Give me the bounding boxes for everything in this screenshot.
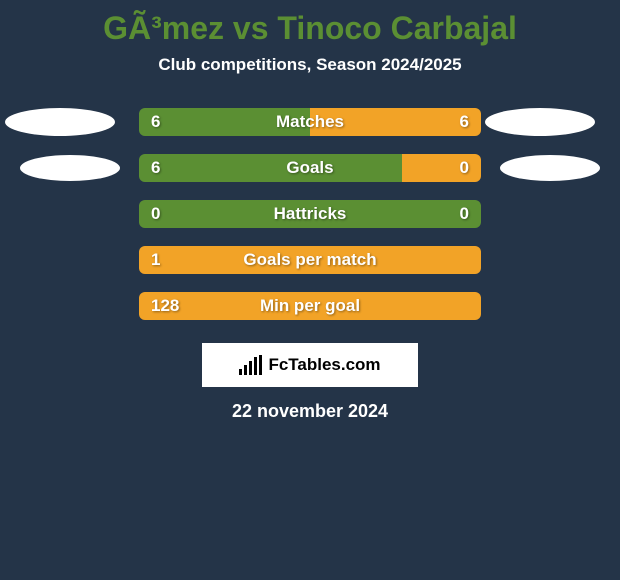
bar-right-fill: [310, 108, 481, 136]
stat-row: Matches66: [0, 99, 620, 145]
side-oval: [500, 155, 600, 181]
stat-bar: Goals60: [139, 154, 481, 182]
logo-text: FcTables.com: [268, 355, 380, 375]
side-oval: [485, 108, 595, 136]
side-oval: [20, 155, 120, 181]
comparison-infographic: GÃ³mez vs Tinoco Carbajal Club competiti…: [0, 0, 620, 580]
bar-left-fill: [139, 154, 402, 182]
side-oval: [5, 108, 115, 136]
bar-left-fill: [139, 200, 481, 228]
stat-rows: Matches66 Goals60 Hattricks00 Goals per mat…: [0, 99, 620, 329]
logo-bars-icon: [239, 355, 262, 375]
stat-bar: Hattricks00: [139, 200, 481, 228]
stat-bar: Min per goal128: [139, 292, 481, 320]
page-title: GÃ³mez vs Tinoco Carbajal: [0, 0, 620, 47]
date-text: 22 november 2024: [0, 401, 620, 422]
stat-row: Min per goal128: [0, 283, 620, 329]
stat-bar: Goals per match1: [139, 246, 481, 274]
stat-row: Goals per match1: [0, 237, 620, 283]
bar-left-fill: [139, 108, 310, 136]
stat-row: Hattricks00: [0, 191, 620, 237]
bar-left-fill: [139, 292, 481, 320]
bar-right-fill: [402, 154, 481, 182]
bar-left-fill: [139, 246, 481, 274]
stat-row: Goals60: [0, 145, 620, 191]
stat-bar: Matches66: [139, 108, 481, 136]
page-subtitle: Club competitions, Season 2024/2025: [0, 55, 620, 75]
logo-box: FcTables.com: [202, 343, 418, 387]
